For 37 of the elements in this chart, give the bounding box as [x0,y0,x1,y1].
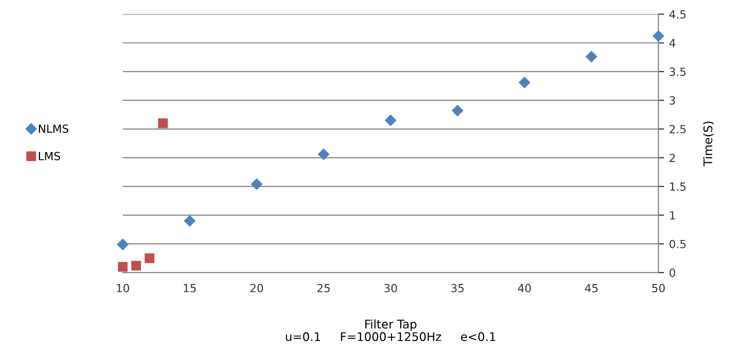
x-tick-label: 10 [116,284,130,292]
point [384,114,396,126]
point [158,118,168,128]
x-axis-title: Filter Tap [365,319,416,331]
legend-label: LMS [38,152,60,160]
y-tick-label: 0.5 [670,240,686,248]
y-tick-label: 1.5 [670,182,686,191]
x-tick-label: 20 [250,284,264,292]
point [318,148,330,160]
point [251,178,262,190]
point [117,238,128,250]
x-tick-label: 50 [652,284,665,292]
y-axis-title: Time(S) [703,122,714,166]
text: u=0.1 F=1000+1250Hz e<0.1 [286,332,496,342]
x-tick-label: 40 [518,284,531,292]
x-tick-label: 35 [451,284,464,292]
x-tick-label: 15 [184,284,196,292]
point [518,76,530,88]
point [586,51,598,62]
y-tick-label: 1 [670,211,675,220]
point [131,260,142,271]
y-tick-label: 3 [670,96,676,105]
point [452,105,464,116]
point [118,262,128,272]
point [184,215,196,226]
x-tick-label: 45 [584,284,598,292]
x-tick-label: 25 [317,284,330,292]
y-tick-label: 0 [670,268,676,277]
y-tick-label: 4 [669,38,676,48]
x-tick-label: 30 [384,284,397,292]
y-tick-label: 2 [670,154,675,162]
point [144,253,154,264]
y-tick-label: 3.5 [670,68,686,76]
legend-label: NLMS [38,124,68,133]
point [652,30,664,42]
y-tick-label: 4.5 [669,10,686,19]
y-tick-label: 2.5 [670,124,686,134]
